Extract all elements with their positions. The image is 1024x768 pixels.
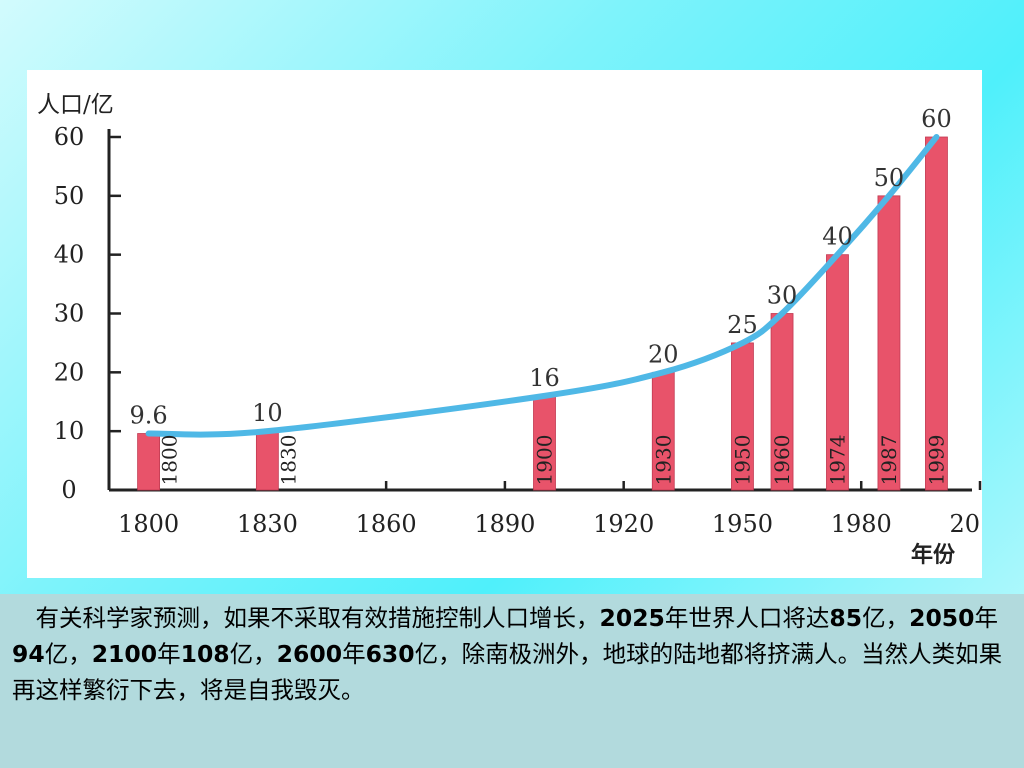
y-tick-label: 30 [54,300,85,328]
caption-text: 有关科学家预测，如果不采取有效措施控制人口增长，2025年世界人口将达85亿，2… [12,600,1012,708]
x-tick-label: 1920 [593,510,654,538]
x-tick-label: 2010 [949,510,982,538]
bar-year-label: 1960 [770,435,794,486]
bar-value-label: 60 [921,105,952,133]
bar-value-label: 9.6 [130,402,168,430]
bar-value-label: 20 [648,340,679,368]
x-tick-label: 1800 [118,510,179,538]
bar [137,433,160,491]
bar-year-label: 1830 [276,435,300,486]
caption-segment: 年 [157,640,181,668]
x-tick-label: 1950 [712,510,773,538]
caption-segment: 亿，除南极洲外，地球的陆地都将挤满人。当然人类如果再这样繁衍下去，将是自我毁灭。 [12,640,1003,704]
bar-value-label: 30 [767,282,798,310]
bar-year-label: 1987 [877,435,901,486]
x-tick-label: 1890 [474,510,535,538]
caption-number: 2050 [909,604,975,632]
bar-year-label: 1930 [651,435,675,486]
bar-year-label: 1950 [730,435,754,486]
y-tick-label: 10 [54,417,85,445]
caption-segment: 亿， [44,640,92,668]
caption-segment: 亿， [862,604,910,632]
bar-year-label: 1900 [533,435,557,486]
caption-segment: 年世界人口将达 [664,604,830,632]
bar-value-label: 16 [529,364,560,392]
y-tick-label: 20 [54,358,85,386]
caption-number: 2600 [276,640,343,668]
bar-value-label: 10 [252,399,283,427]
x-tick-label: 1980 [831,510,892,538]
bar-year-label: 1974 [825,435,849,486]
caption-box: 有关科学家预测，如果不采取有效措施控制人口增长，2025年世界人口将达85亿，2… [0,594,1024,768]
population-chart: 0 10 20 30 40 50 60 1800 1830 1860 1890 1920 1950 198… [37,92,982,568]
caption-number: 2100 [91,640,158,668]
bar-year-label: 1999 [924,435,948,486]
y-tick-label: 60 [54,123,85,151]
bar-value-label: 50 [874,164,905,192]
caption-segment: 有关科学家预测，如果不采取有效措施控制人口增长， [35,604,600,632]
caption-number: 2025 [599,604,665,632]
caption-number: 85 [829,604,863,632]
x-tick-label: 1860 [356,510,417,538]
trend-line [145,134,940,438]
y-axis-title: 人口/亿 [37,92,114,118]
chart-panel: 0 10 20 30 40 50 60 1800 1830 1860 1890 1920 1950 198… [27,70,982,578]
bar-value-label: 40 [822,223,853,251]
caption-segment: 年 [974,604,999,632]
caption-segment: 亿， [229,640,277,668]
y-tick-label: 40 [54,241,85,269]
caption-segment: 年 [342,640,366,668]
caption-number: 94 [12,640,45,668]
caption-number: 630 [365,640,415,668]
caption-number: 108 [180,640,230,668]
y-tick-label: 50 [54,182,85,210]
bar-year-label: 1800 [158,435,182,486]
bar [255,430,279,491]
y-tick-label: 0 [61,476,76,504]
x-axis-title: 年份 [911,542,956,568]
bar-value-label: 25 [727,311,758,339]
x-tick-label: 1830 [237,510,298,538]
